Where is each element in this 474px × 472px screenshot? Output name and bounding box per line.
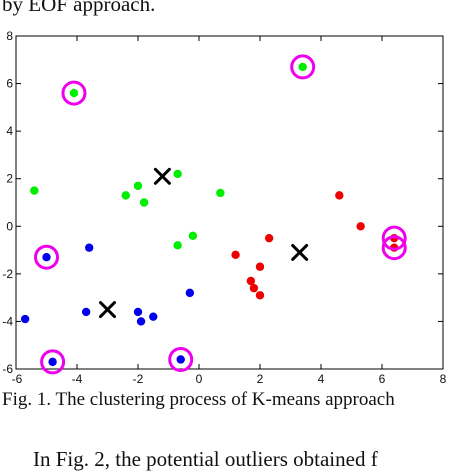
scatter-chart: -6 -4 -2 0 2 4 6 8 -6 -4 -2 0 2 4 6 8 (2, 29, 446, 386)
data-point (139, 198, 149, 207)
centroid-stroke (153, 167, 171, 185)
y-tick-label: 6 (6, 77, 13, 91)
centroid-marker (99, 301, 116, 319)
axes-frame (15, 35, 444, 370)
y-tick-label: 4 (6, 124, 13, 138)
outlier-rings (34, 54, 407, 375)
data-point (173, 241, 182, 250)
data-point (176, 355, 185, 364)
x-tick-label: -6 (12, 372, 23, 386)
y-tick-label: 0 (6, 219, 13, 233)
data-point (335, 191, 344, 200)
y-tick-label: 8 (6, 29, 13, 43)
centroid-marker (153, 167, 171, 185)
outlier-ring (61, 80, 87, 106)
data-point (30, 186, 39, 195)
outlier-ring (381, 235, 407, 261)
outlier-ring (381, 225, 407, 251)
data-point (246, 276, 256, 286)
data-point (133, 181, 143, 191)
data-point (121, 191, 130, 200)
outlier-ring (34, 244, 59, 270)
data-point (81, 307, 91, 317)
data-point (264, 233, 274, 243)
data-point (85, 243, 94, 252)
data-point (298, 62, 307, 72)
data-point (356, 222, 365, 231)
data-point (255, 291, 265, 300)
tick-labels: -6 -4 -2 0 2 4 6 8 -6 -4 -2 0 2 4 6 8 (2, 29, 446, 386)
x-tick-label: -2 (133, 372, 144, 386)
y-tick-label: -6 (2, 362, 13, 376)
data-point (188, 231, 198, 240)
y-tick-label: 2 (6, 172, 13, 186)
x-tick-label: 0 (196, 372, 203, 386)
data-point (48, 357, 57, 367)
data-point (69, 88, 79, 98)
data-point (136, 317, 146, 326)
x-tick-label: 8 (440, 372, 447, 386)
paragraph-fragment-bottom: In Fig. 2, the potential outliers obtain… (33, 447, 378, 471)
data-point (173, 169, 182, 179)
tick-marks (15, 35, 444, 370)
y-tick-label: -2 (2, 267, 13, 281)
data-points (20, 62, 399, 367)
data-point (216, 188, 225, 198)
data-point (255, 262, 265, 271)
outlier-ring (290, 54, 316, 80)
data-point (20, 314, 30, 324)
data-point (133, 307, 143, 317)
plot-frame (15, 35, 444, 370)
x-tick-label: 6 (379, 372, 386, 386)
paragraph-fragment-top: by EOF approach. (2, 0, 156, 16)
figure-caption: Fig. 1. The clustering process of K-mean… (2, 389, 395, 410)
outlier-ring (40, 349, 66, 375)
data-point (249, 283, 259, 293)
outlier-ring (168, 346, 194, 372)
centroid-markers (99, 167, 309, 319)
data-point (231, 250, 240, 260)
centroid-marker (291, 243, 309, 261)
y-tick-label: -4 (2, 314, 13, 328)
x-tick-label: -4 (72, 372, 83, 386)
data-point (149, 312, 158, 321)
x-tick-label: 2 (257, 372, 264, 386)
centroid-stroke (99, 301, 116, 319)
centroid-stroke (291, 243, 309, 261)
data-point (42, 253, 51, 262)
x-tick-label: 4 (318, 372, 325, 386)
data-point (185, 288, 195, 298)
